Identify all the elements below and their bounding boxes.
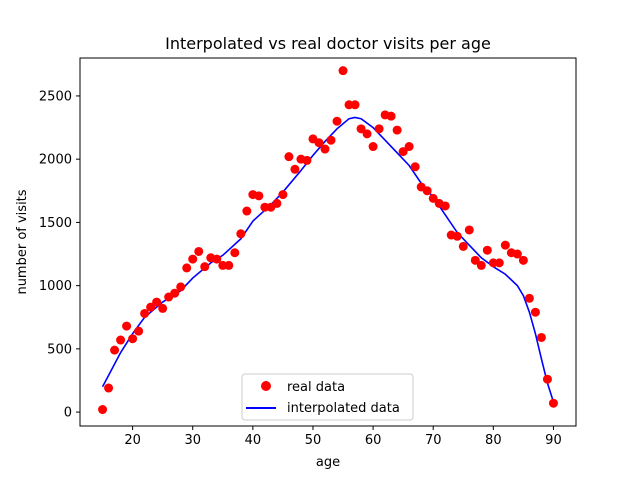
real-data-point	[470, 255, 480, 265]
real-data-point	[122, 321, 132, 331]
real-data-point	[368, 142, 378, 152]
y-tick-label: 1500	[39, 216, 72, 231]
real-data-point	[350, 100, 360, 110]
real-data-point	[518, 255, 528, 265]
real-data-point	[500, 240, 510, 250]
legend-marker-real-data	[261, 381, 271, 391]
real-data-point	[386, 111, 396, 121]
real-data-point	[200, 262, 210, 272]
legend-label-real-data: real data	[287, 380, 345, 395]
real-data-point	[362, 129, 372, 139]
x-tick-label: 60	[365, 433, 382, 448]
real-data-point	[458, 241, 468, 251]
x-tick-label: 50	[305, 433, 322, 448]
real-data-point	[254, 191, 264, 201]
interpolated-data-line	[101, 116, 555, 403]
real-data-point	[476, 260, 486, 270]
real-data-point	[182, 263, 192, 273]
real-data-point	[524, 293, 534, 303]
real-data-point	[338, 66, 348, 76]
x-tick-label: 80	[485, 433, 502, 448]
real-data-point	[116, 335, 126, 345]
x-axis-label: age	[316, 455, 340, 470]
real-data-point	[188, 254, 198, 264]
real-data-point	[548, 398, 558, 408]
y-tick-label: 2000	[39, 153, 72, 168]
real-data-point	[428, 193, 438, 203]
y-tick-label: 1000	[39, 279, 72, 294]
legend-label-interpolated-data: interpolated data	[287, 401, 400, 416]
real-data-point	[314, 138, 324, 148]
y-axis-label: number of visits	[15, 189, 30, 294]
real-data-point	[530, 307, 540, 317]
axes: 20 30 40 50 60 70 80 90 0 500 1000 1500 2000 2500	[39, 57, 577, 448]
real-data-point	[152, 297, 162, 307]
real-data-point	[146, 302, 156, 312]
real-data-point	[302, 155, 312, 165]
real-data-point	[452, 231, 462, 241]
real-data-point	[290, 164, 300, 174]
x-tick-label: 30	[184, 433, 201, 448]
chart-title-group: Interpolated vs real doctor visits per a…	[165, 34, 491, 53]
real-data-point	[284, 152, 294, 162]
real-data-point	[134, 326, 144, 336]
real-data-point	[170, 288, 180, 298]
real-data-point	[320, 144, 330, 154]
real-data-point	[98, 405, 108, 415]
chart-title: Interpolated vs real doctor visits per a…	[165, 34, 491, 53]
x-axis-label-group: age	[316, 455, 340, 470]
real-data-point	[374, 124, 384, 134]
y-axis-label-group: number of visits	[15, 189, 30, 294]
real-data-point	[140, 308, 150, 318]
real-data-point	[158, 303, 168, 313]
y-tick-label: 2500	[39, 89, 72, 104]
real-data-point	[464, 225, 474, 235]
real-data-point	[326, 135, 336, 145]
real-data-point	[230, 248, 240, 258]
real-data-point	[104, 383, 114, 393]
real-data-point	[422, 186, 432, 196]
real-data-point	[224, 260, 234, 270]
real-data-point	[398, 147, 408, 157]
x-tick-label: 70	[425, 433, 442, 448]
real-data-point	[440, 201, 450, 211]
legend: real data interpolated data	[241, 373, 414, 421]
real-data-point	[242, 206, 252, 216]
real-data-point	[110, 345, 120, 355]
real-data-point	[278, 190, 288, 200]
plot-frame	[79, 57, 577, 427]
real-data-point	[536, 332, 546, 342]
real-data-point	[236, 229, 246, 239]
real-data-point	[176, 282, 186, 292]
real-data-point	[128, 334, 138, 344]
real-data-point	[392, 125, 402, 135]
x-tick-label: 40	[245, 433, 262, 448]
real-data-point	[212, 254, 222, 264]
real-data-point	[404, 142, 414, 152]
y-tick-label: 0	[64, 406, 72, 421]
real-data-point	[512, 249, 522, 259]
real-data-point	[194, 246, 204, 256]
real-data-point	[272, 198, 282, 208]
y-tick-label: 500	[47, 342, 72, 357]
real-data-point	[332, 116, 342, 126]
legend-box	[241, 373, 414, 421]
real-data-point	[494, 258, 504, 268]
x-tick-label: 20	[124, 433, 141, 448]
x-tick-label: 90	[545, 433, 562, 448]
real-data-point	[542, 374, 552, 384]
real-data-point	[356, 124, 366, 134]
real-data-point	[410, 162, 420, 172]
plot-area	[98, 66, 558, 415]
real-data-point	[482, 245, 492, 255]
